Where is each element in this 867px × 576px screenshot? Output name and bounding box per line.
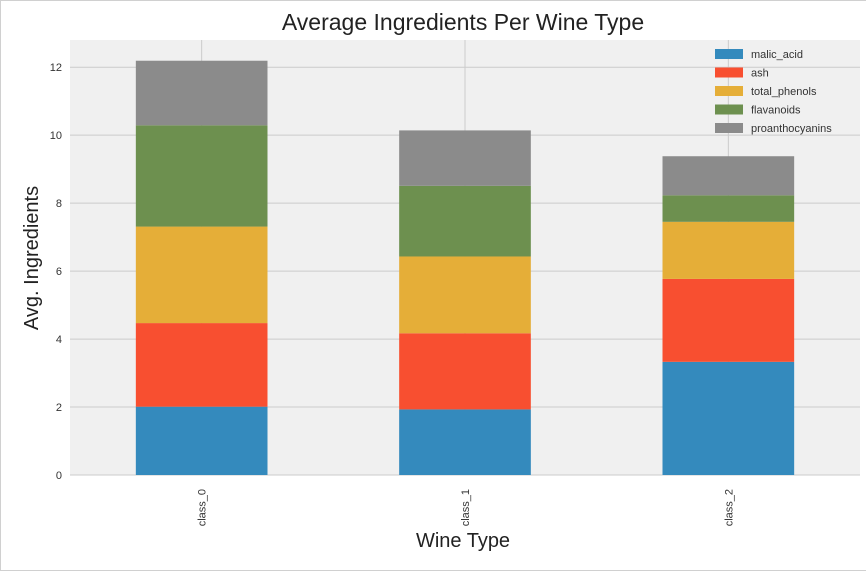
y-tick-label: 12 [50,62,62,74]
bars [135,60,795,475]
legend-swatch-flavanoids [715,104,743,115]
legend-swatch-malic_acid [715,49,743,59]
x-tick-label: class_1 [460,489,472,526]
bar-segment-ash-class_2 [662,278,795,362]
legend-swatch-total_phenols [715,86,743,96]
bar-segment-flavanoids-class_1 [399,185,531,257]
legend-label-total_phenols: total_phenols [751,86,817,98]
x-axis-label: Wine Type [416,530,510,552]
bar-segment-proanthocyanins-class_2 [662,156,795,196]
y-axis-label: Avg. Ingredients [21,186,43,330]
bar-segment-total_phenols-class_0 [135,226,268,324]
legend-label-flavanoids: flavanoids [751,105,801,117]
bar-segment-ash-class_0 [135,323,268,407]
legend-swatch-ash [715,67,743,78]
bar-segment-malic_acid-class_2 [662,361,795,475]
bar-segment-proanthocyanins-class_1 [399,130,531,186]
legend-label-proanthocyanins: proanthocyanins [751,123,832,135]
bar-segment-malic_acid-class_1 [399,409,531,475]
bar-segment-proanthocyanins-class_0 [135,60,268,126]
bar-segment-flavanoids-class_0 [135,125,268,227]
y-tick-label: 2 [56,402,62,414]
y-tick-label: 6 [56,266,62,278]
legend-label-ash: ash [751,68,769,80]
bar-segment-ash-class_1 [399,333,531,410]
x-axis-ticks: class_0 class_1 class_2 [197,489,736,526]
chart-title: Average Ingredients Per Wine Type [282,9,644,35]
bar-segment-flavanoids-class_2 [662,195,795,222]
legend-swatch-proanthocyanins [715,123,743,133]
y-tick-label: 4 [56,334,62,346]
y-tick-label: 10 [50,130,62,142]
x-tick-label: class_0 [197,489,209,526]
bar-segment-total_phenols-class_1 [399,256,531,334]
bar-segment-malic_acid-class_0 [135,406,268,475]
bar-segment-total_phenols-class_2 [662,221,795,279]
legend-label-malic_acid: malic_acid [751,49,803,61]
y-axis-ticks: 0 2 4 6 8 10 12 [50,62,62,482]
x-tick-label: class_2 [723,489,735,526]
y-tick-label: 8 [56,198,62,210]
y-tick-label: 0 [56,470,62,482]
